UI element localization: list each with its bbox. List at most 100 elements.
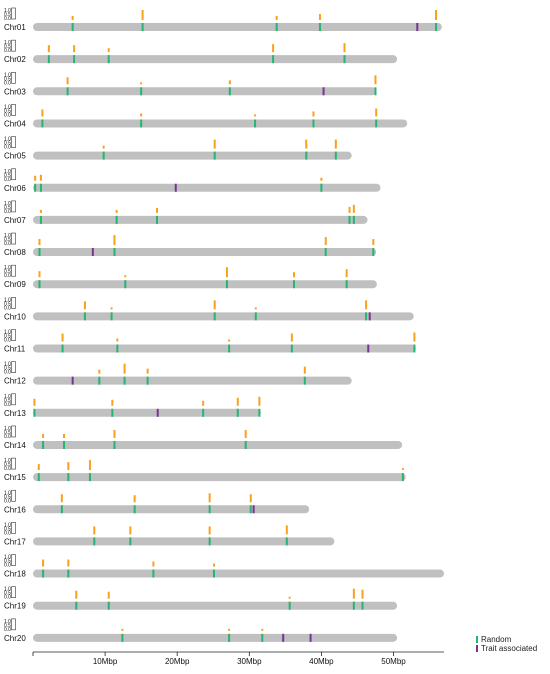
random-marker	[285, 537, 288, 546]
score-tick	[290, 333, 293, 342]
random-marker	[249, 505, 252, 514]
score-tick	[208, 526, 211, 535]
chromosome-label: Chr16	[4, 505, 26, 514]
random-marker	[102, 151, 105, 160]
score-tick	[107, 48, 110, 53]
score-tick	[261, 628, 264, 631]
chromosome-bar	[33, 183, 381, 192]
trait-marker	[91, 248, 94, 257]
chromosome-bar	[33, 473, 406, 482]
legend-swatch-trait	[476, 645, 478, 652]
track-scale-label: 0.5	[4, 76, 11, 82]
legend-label-random: Random	[481, 635, 512, 644]
random-marker	[115, 215, 118, 224]
track-scale-label: 0.5	[4, 591, 11, 597]
random-marker	[33, 408, 36, 417]
random-marker	[107, 55, 110, 64]
random-marker	[83, 312, 86, 321]
random-marker	[225, 280, 228, 289]
score-tick	[67, 559, 70, 567]
random-marker	[318, 23, 321, 31]
random-marker	[67, 473, 70, 482]
trait-marker	[368, 312, 371, 321]
track-scale-box	[11, 200, 16, 213]
x-axis-tick-label: 20Mbp	[165, 657, 190, 666]
score-tick	[228, 628, 231, 631]
trait-marker	[71, 376, 74, 385]
score-tick	[374, 75, 377, 85]
score-tick	[152, 561, 155, 567]
score-tick	[345, 269, 348, 278]
track-scale-label: 0.5	[4, 334, 11, 340]
random-marker	[34, 183, 37, 192]
score-tick	[435, 10, 438, 20]
track-scale-box	[11, 554, 16, 566]
score-tick	[343, 43, 346, 53]
random-marker	[140, 87, 143, 96]
score-tick	[47, 45, 50, 53]
track-scale-box	[11, 522, 16, 534]
track-scale-label: 0.0	[4, 627, 11, 633]
score-tick	[254, 307, 257, 310]
random-marker	[93, 537, 96, 546]
score-tick	[365, 300, 368, 310]
random-marker	[361, 601, 364, 610]
x-axis-tick-label: 10Mbp	[93, 657, 118, 666]
random-marker	[38, 280, 41, 289]
random-marker	[39, 183, 42, 192]
score-tick	[71, 16, 74, 20]
score-tick	[156, 207, 159, 213]
random-marker	[343, 55, 346, 64]
track-scale-box	[11, 39, 16, 52]
score-tick	[146, 368, 149, 374]
score-tick	[320, 177, 323, 181]
score-tick	[123, 363, 126, 374]
random-marker	[116, 344, 119, 353]
chromosome-bar	[33, 87, 377, 96]
random-marker	[288, 601, 291, 610]
track-scale-label: 1.0	[4, 458, 11, 464]
chromosome-bar	[33, 440, 403, 449]
score-tick	[113, 235, 116, 246]
score-tick	[67, 462, 70, 471]
random-marker	[121, 633, 124, 642]
track-scale-label: 0.5	[4, 301, 11, 307]
chromosome-label: Chr05	[4, 152, 26, 161]
x-axis-tick-label: 40Mbp	[309, 657, 334, 666]
random-marker	[236, 408, 239, 417]
track-scale-label: 1.0	[4, 587, 11, 593]
track-scale-box	[11, 393, 16, 406]
score-tick	[98, 369, 101, 374]
score-tick	[254, 114, 257, 117]
track-scale-label: 0.5	[4, 108, 11, 114]
track-scale-label: 0.0	[4, 434, 11, 440]
track-scale-label: 1.0	[4, 490, 11, 496]
random-marker	[71, 23, 74, 31]
track-scale-label: 0.0	[4, 112, 11, 118]
random-marker	[348, 215, 351, 224]
legend-swatch-random	[476, 636, 478, 643]
random-marker	[228, 344, 231, 353]
track-scale-box	[11, 297, 16, 309]
random-marker	[111, 408, 114, 417]
score-tick	[293, 272, 296, 278]
score-tick	[129, 526, 132, 535]
track-scale-label: 0.0	[4, 48, 11, 54]
random-marker	[37, 473, 40, 482]
score-tick	[249, 494, 252, 503]
x-axis-tick-label: 50Mbp	[381, 657, 406, 666]
track-scale-label: 0.0	[4, 145, 11, 151]
chromosome-label: Chr17	[4, 537, 26, 546]
chromosome-bar	[33, 633, 398, 642]
random-marker	[47, 55, 50, 64]
random-marker	[228, 633, 231, 642]
track-scale-label: 0.0	[4, 595, 11, 601]
score-tick	[303, 366, 306, 374]
track-scale-label: 0.0	[4, 273, 11, 279]
random-marker	[293, 280, 296, 289]
track-scale-label: 1.0	[4, 330, 11, 336]
score-tick	[272, 44, 275, 53]
random-marker	[312, 119, 315, 128]
random-marker	[42, 569, 45, 578]
